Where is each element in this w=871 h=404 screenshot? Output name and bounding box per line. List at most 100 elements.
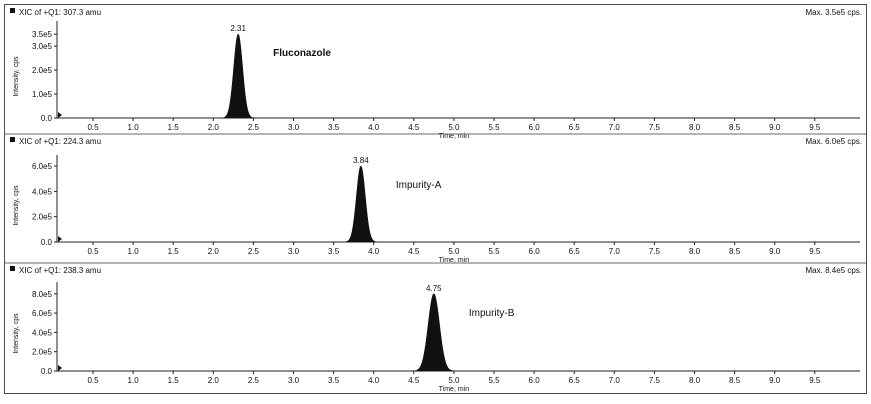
- x-tick-label: 4.5: [408, 376, 420, 385]
- x-tick-label: 6.5: [569, 123, 581, 132]
- trace-header: XIC of +Q1: 224.3 amu: [19, 137, 101, 146]
- x-tick-label: 6.0: [529, 123, 541, 132]
- y-tick-label: 2.0e5: [32, 348, 53, 357]
- x-tick-label: 1.5: [168, 123, 180, 132]
- origin-marker-icon: [58, 236, 62, 242]
- compound-label: Fluconazole: [273, 48, 331, 59]
- x-tick-label: 3.0: [288, 247, 300, 256]
- trace-marker-icon: [10, 8, 15, 13]
- trace-marker-icon: [10, 137, 15, 142]
- x-tick-label: 2.0: [208, 123, 220, 132]
- y-tick-label: 4.0e5: [32, 328, 53, 337]
- x-tick-label: 9.0: [769, 123, 781, 132]
- x-tick-label: 8.0: [689, 123, 701, 132]
- y-tick-label: 6.0e5: [32, 162, 53, 171]
- x-tick-label: 2.0: [208, 376, 220, 385]
- x-tick-label: 7.0: [609, 376, 621, 385]
- y-tick-label: 3.0e5: [32, 42, 53, 51]
- x-tick-label: 9.5: [809, 123, 821, 132]
- x-tick-label: 4.0: [368, 123, 380, 132]
- x-tick-label: 0.5: [87, 376, 99, 385]
- y-axis-title: Intensity, cps: [13, 313, 20, 354]
- x-tick-label: 3.0: [288, 376, 300, 385]
- x-tick-label: 7.5: [649, 123, 661, 132]
- x-tick-label: 3.5: [328, 376, 340, 385]
- y-tick-label: 0.0: [41, 238, 53, 247]
- y-axis-title: Intensity, cps: [13, 185, 20, 226]
- x-tick-label: 8.5: [729, 247, 741, 256]
- compound-label: Impurity-B: [469, 308, 515, 319]
- x-tick-label: 8.5: [729, 123, 741, 132]
- retention-time-label: 4.75: [426, 284, 442, 293]
- x-tick-label: 4.5: [408, 123, 420, 132]
- x-axis-title: Time, min: [439, 386, 470, 393]
- retention-time-label: 3.84: [353, 156, 369, 165]
- x-tick-label: 4.0: [368, 247, 380, 256]
- x-tick-label: 3.5: [328, 123, 340, 132]
- trace-header: XIC of +Q1: 238.3 amu: [19, 266, 101, 275]
- x-axis-title: Time, min: [439, 133, 470, 140]
- chromatogram-figure: XIC of +Q1: 307.3 amu Max. 3.5e5 cps. 0.0 1…: [4, 4, 867, 394]
- y-tick-label: 1.0e5: [32, 90, 53, 99]
- x-tick-label: 5.0: [448, 247, 460, 256]
- x-tick-label: 8.0: [689, 376, 701, 385]
- chromatogram-panel-2: XIC of +Q1: 224.3 amu Max. 6.0e5 cps. 0.0 2…: [5, 133, 866, 264]
- x-tick-label: 3.0: [288, 123, 300, 132]
- x-tick-label: 0.5: [87, 123, 99, 132]
- x-tick-label: 6.0: [529, 247, 541, 256]
- trace-marker-icon: [10, 266, 15, 271]
- x-tick-label: 6.0: [529, 376, 541, 385]
- max-intensity-label: Max. 3.5e5 cps.: [806, 8, 862, 17]
- y-tick-label: 4.0e5: [32, 187, 53, 196]
- y-axis-title: Intensity, cps: [13, 56, 20, 97]
- x-tick-label: 9.0: [769, 376, 781, 385]
- retention-time-label: 2.31: [230, 24, 246, 33]
- x-tick-label: 9.5: [809, 376, 821, 385]
- x-tick-label: 1.0: [128, 376, 140, 385]
- x-tick-label: 7.5: [649, 376, 661, 385]
- x-tick-label: 2.5: [248, 376, 260, 385]
- x-tick-label: 1.5: [168, 376, 180, 385]
- chromatogram-panel-3: XIC of +Q1: 238.3 amu Max. 8.4e5 cps. 0.0 2…: [5, 262, 866, 393]
- chromatogram-peak: [220, 33, 257, 119]
- y-tick-label: 2.0e5: [32, 213, 53, 222]
- x-tick-label: 7.0: [609, 123, 621, 132]
- max-intensity-label: Max. 6.0e5 cps.: [806, 137, 862, 146]
- chromatogram-peak: [342, 165, 379, 243]
- y-tick-label: 6.0e5: [32, 309, 53, 318]
- y-tick-label: 8.0e5: [32, 290, 53, 299]
- x-tick-label: 7.0: [609, 247, 621, 256]
- x-tick-label: 5.5: [488, 123, 500, 132]
- x-tick-label: 5.0: [448, 123, 460, 132]
- x-tick-label: 0.5: [87, 247, 99, 256]
- x-tick-label: 2.5: [248, 247, 260, 256]
- max-intensity-label: Max. 8.4e5 cps.: [806, 266, 862, 275]
- chromatogram-peak: [411, 293, 457, 372]
- x-axis-title: Time, min: [439, 257, 470, 264]
- x-tick-label: 5.5: [488, 247, 500, 256]
- origin-marker-icon: [58, 365, 62, 371]
- x-tick-label: 6.5: [569, 247, 581, 256]
- x-tick-label: 9.0: [769, 247, 781, 256]
- x-tick-label: 3.5: [328, 247, 340, 256]
- chromatogram-stack: XIC of +Q1: 307.3 amu Max. 3.5e5 cps. 0.0 1…: [5, 8, 866, 393]
- y-tick-label: 3.5e5: [32, 30, 53, 39]
- x-tick-label: 6.5: [569, 376, 581, 385]
- x-tick-label: 4.0: [368, 376, 380, 385]
- y-tick-label: 0.0: [41, 367, 53, 376]
- x-tick-label: 5.0: [448, 376, 460, 385]
- x-tick-label: 7.5: [649, 247, 661, 256]
- origin-marker-icon: [58, 112, 62, 118]
- x-tick-label: 2.0: [208, 247, 220, 256]
- x-tick-label: 1.0: [128, 123, 140, 132]
- x-tick-label: 4.5: [408, 247, 420, 256]
- x-tick-label: 8.0: [689, 247, 701, 256]
- y-tick-label: 2.0e5: [32, 66, 53, 75]
- x-tick-label: 1.0: [128, 247, 140, 256]
- y-tick-label: 0.0: [41, 114, 53, 123]
- chromatogram-panel-1: XIC of +Q1: 307.3 amu Max. 3.5e5 cps. 0.0 1…: [10, 8, 862, 140]
- x-tick-label: 5.5: [488, 376, 500, 385]
- trace-header: XIC of +Q1: 307.3 amu: [19, 8, 101, 17]
- x-tick-label: 8.5: [729, 376, 741, 385]
- compound-label: Impurity-A: [396, 180, 442, 191]
